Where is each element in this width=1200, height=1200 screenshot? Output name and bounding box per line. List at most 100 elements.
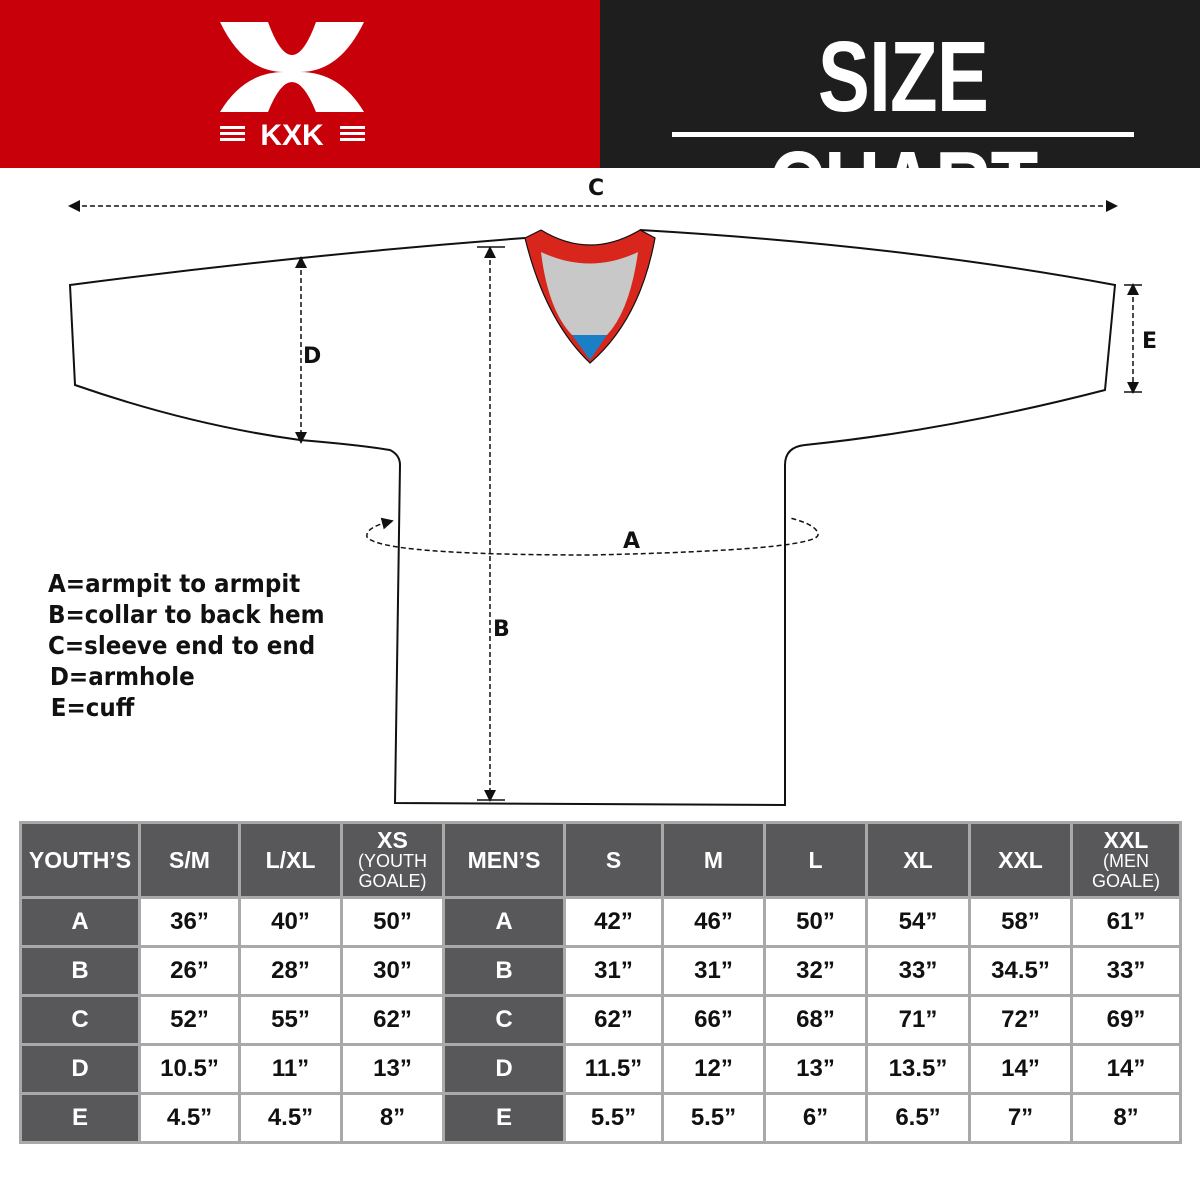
row-label: E [442, 1092, 566, 1144]
men-header: MEN’S [442, 821, 566, 899]
dimension-a [366, 517, 819, 556]
youth-value: 36” [138, 896, 241, 948]
youth-value: 26” [138, 945, 241, 997]
men-value: 33” [1070, 945, 1182, 997]
men-size-header: M [661, 821, 766, 899]
men-value: 13.5” [865, 1043, 971, 1095]
size-label: XL [903, 847, 933, 873]
label-e: E [1142, 329, 1158, 354]
label-d: D [303, 344, 322, 369]
youth-size-header: XS (YOUTH GOALE) [340, 821, 445, 899]
logo-banner: KXK [0, 0, 600, 168]
legend-item: C=sleeve end to end [48, 631, 316, 660]
row-label: C [19, 994, 141, 1046]
size-label: L/XL [265, 847, 316, 873]
men-value: 6” [763, 1092, 868, 1144]
table-row: D 10.5” 11” 13” D 11.5” 12” 13” 13.5” 14” 14” [19, 1043, 1182, 1095]
youth-value: 10.5” [138, 1043, 241, 1095]
youth-size-header: S/M [138, 821, 241, 899]
row-label: A [19, 896, 141, 948]
size-label: S/M [169, 847, 210, 873]
men-value: 69” [1070, 994, 1182, 1046]
youth-value: 28” [238, 945, 343, 997]
men-value: 32” [763, 945, 868, 997]
label-a: A [623, 529, 641, 554]
table-row: B 26” 28” 30” B 31” 31” 32” 33” 34.5” 33” [19, 945, 1182, 997]
men-value: 14” [1070, 1043, 1182, 1095]
men-value: 50” [763, 896, 868, 948]
size-label: L [808, 847, 823, 873]
youth-value: 13” [340, 1043, 445, 1095]
men-value: 62” [563, 994, 664, 1046]
men-value: 6.5” [865, 1092, 971, 1144]
men-value: 31” [661, 945, 766, 997]
collar-inner [541, 252, 638, 335]
legend-item: D=armhole [49, 662, 195, 691]
legend-item: E=cuff [50, 693, 135, 722]
men-size-header: L [763, 821, 868, 899]
size-table: YOUTH’S S/M L/XL XS (YOUTH GOALE) MEN’S S M L XL X… [19, 821, 1182, 1144]
youth-value: 52” [138, 994, 241, 1046]
men-value: 7” [968, 1092, 1073, 1144]
row-label: C [442, 994, 566, 1046]
kxk-logo: KXK [220, 22, 365, 152]
size-label: XXL [998, 847, 1043, 873]
size-sublabel: (MEN GOALE) [1091, 851, 1161, 891]
measurement-legend: A=armpit to armpit B=collar to back hem … [48, 568, 349, 723]
row-label: D [442, 1043, 566, 1095]
size-sublabel: (YOUTH GOALE) [358, 851, 427, 891]
table-header-row: YOUTH’S S/M L/XL XS (YOUTH GOALE) MEN’S S M L XL X… [19, 821, 1182, 899]
legend-item: B=collar to back hem [48, 600, 325, 629]
men-value: 42” [563, 896, 664, 948]
men-size-header: S [563, 821, 664, 899]
table-row: C 52” 55” 62” C 62” 66” 68” 71” 72” 69” [19, 994, 1182, 1046]
table-row: E 4.5” 4.5” 8” E 5.5” 5.5” 6” 6.5” 7” 8” [19, 1092, 1182, 1144]
men-size-header: XXL (MEN GOALE) [1070, 821, 1182, 899]
row-label: B [19, 945, 141, 997]
size-label: M [703, 847, 724, 873]
men-size-header: XXL [968, 821, 1073, 899]
men-value: 31” [563, 945, 664, 997]
men-value: 68” [763, 994, 868, 1046]
youth-value: 55” [238, 994, 343, 1046]
youth-value: 40” [238, 896, 343, 948]
row-label: E [19, 1092, 141, 1144]
men-value: 34.5” [968, 945, 1073, 997]
men-value: 58” [968, 896, 1073, 948]
men-value: 46” [661, 896, 766, 948]
page-title: SIZE CHART [768, 21, 1038, 243]
youth-value: 8” [340, 1092, 445, 1144]
size-label: XXL [1103, 827, 1149, 853]
label-c: C [588, 176, 605, 201]
youth-value: 50” [340, 896, 445, 948]
youth-value: 62” [340, 994, 445, 1046]
men-value: 8” [1070, 1092, 1182, 1144]
men-value: 11.5” [563, 1043, 664, 1095]
collar-tip [572, 335, 607, 360]
men-size-header: XL [865, 821, 971, 899]
men-value: 71” [865, 994, 971, 1046]
youth-value: 30” [340, 945, 445, 997]
title-underline [672, 132, 1134, 137]
youth-header: YOUTH’S [19, 821, 141, 899]
label-b: B [493, 617, 510, 642]
men-value: 5.5” [661, 1092, 766, 1144]
men-value: 13” [763, 1043, 868, 1095]
men-value: 61” [1070, 896, 1182, 948]
row-label: D [19, 1043, 141, 1095]
men-value: 33” [865, 945, 971, 997]
legend-item: A=armpit to armpit [48, 569, 301, 598]
men-value: 12” [661, 1043, 766, 1095]
youth-value: 11” [238, 1043, 343, 1095]
title-banner [600, 0, 1200, 168]
men-value: 14” [968, 1043, 1073, 1095]
jersey-outline [68, 229, 1117, 807]
size-label: S [605, 847, 622, 873]
men-value: 72” [968, 994, 1073, 1046]
jersey-diagram [68, 200, 1142, 807]
logo-text: KXK [260, 119, 324, 152]
youth-value: 4.5” [138, 1092, 241, 1144]
row-label: B [442, 945, 566, 997]
youth-size-header: L/XL [238, 821, 343, 899]
youth-value: 4.5” [238, 1092, 343, 1144]
